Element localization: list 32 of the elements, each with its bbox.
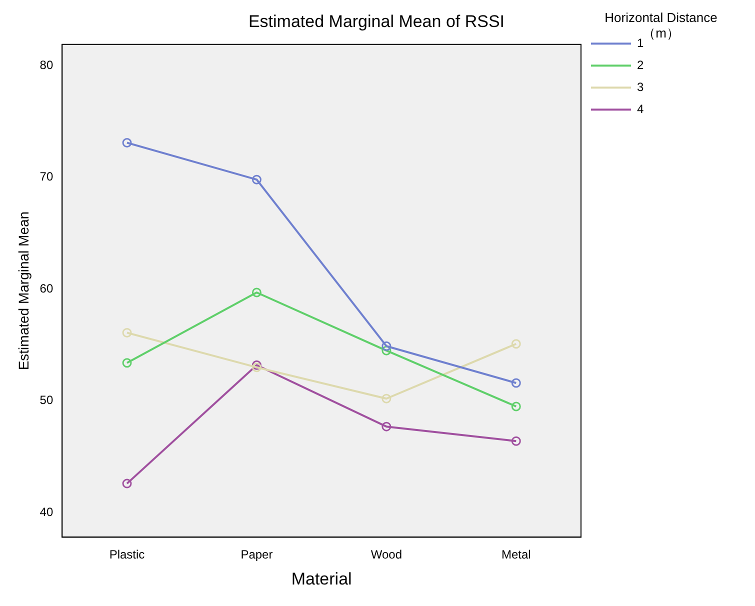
point [122, 328, 132, 338]
point [382, 394, 392, 404]
point [511, 436, 521, 446]
y-tick-label: 70 [40, 170, 54, 184]
x-axis-title: Material [291, 569, 352, 588]
x-tick-label: Metal [501, 548, 531, 562]
y-axis-title: Estimated Marginal Mean [15, 211, 32, 370]
point [122, 138, 132, 148]
point [252, 362, 262, 372]
point [122, 358, 132, 368]
point [382, 422, 392, 432]
y-tick-label: 40 [40, 504, 54, 519]
y-tick-label: 80 [40, 58, 54, 72]
x-tick-label: Wood [370, 548, 402, 562]
point [511, 339, 521, 349]
chart-title: Estimated Marginal Mean of RSSI [248, 12, 505, 31]
point [252, 174, 262, 184]
legend-label: 3 [637, 80, 644, 94]
x-tick-label: Plastic [109, 548, 145, 562]
point [252, 360, 262, 370]
x-tick-label: Paper [240, 548, 273, 562]
legend-label: 1 [637, 36, 644, 50]
legend-label: 2 [637, 58, 644, 72]
point [511, 378, 521, 388]
point [382, 341, 392, 351]
legend-label: 4 [637, 102, 644, 116]
y-tick-label: 60 [40, 281, 54, 296]
point [122, 478, 132, 488]
point [382, 346, 392, 356]
point [511, 402, 521, 412]
y-tick-label: 50 [40, 393, 54, 408]
point [252, 288, 262, 298]
